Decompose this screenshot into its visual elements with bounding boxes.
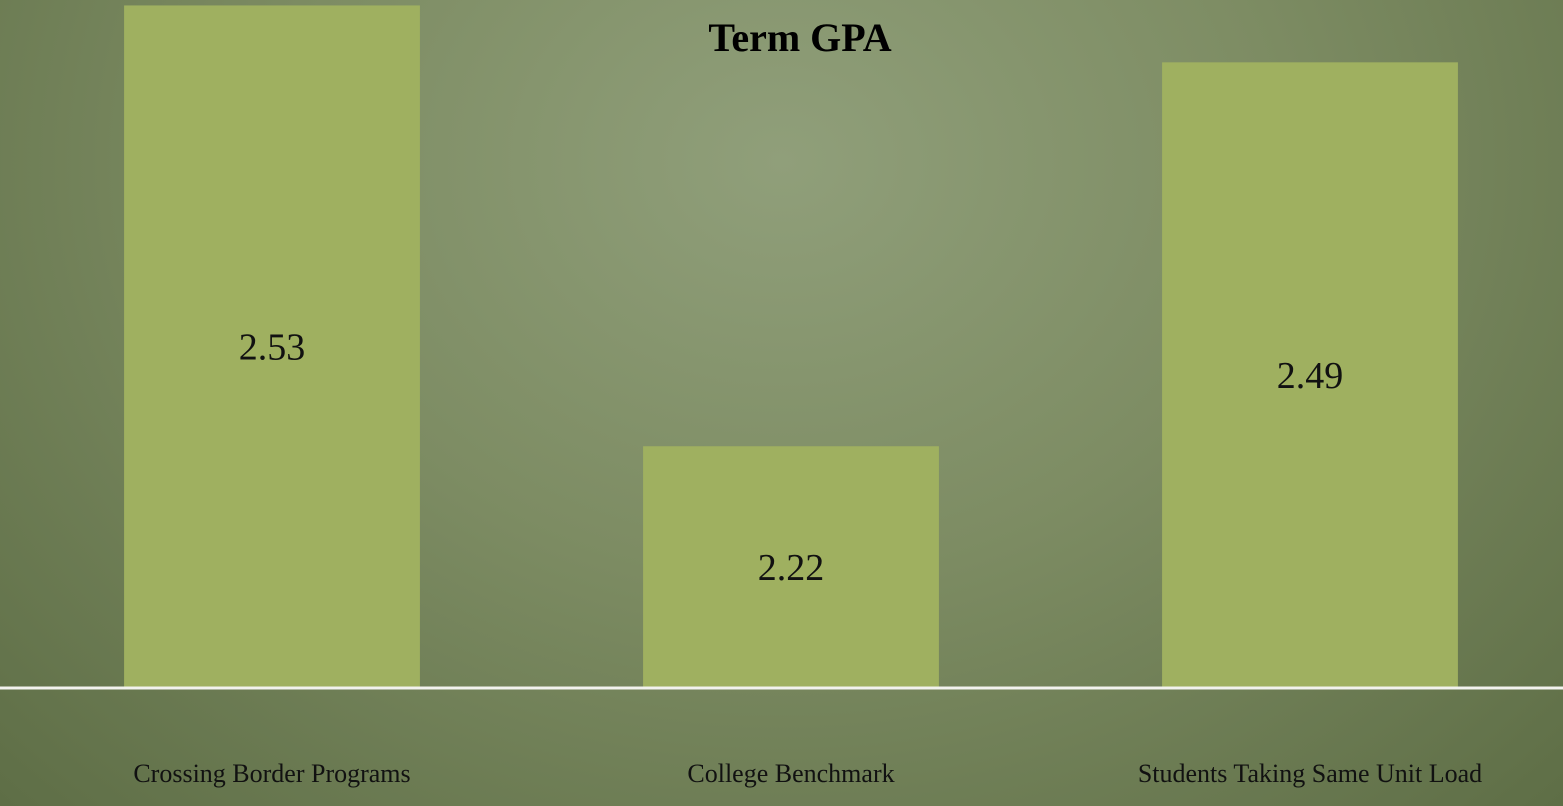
data-label: 2.53 — [239, 326, 306, 368]
data-label: 2.22 — [758, 547, 825, 589]
bar — [643, 446, 939, 688]
chart-title: Term GPA — [708, 15, 891, 60]
x-tick-label: College Benchmark — [687, 759, 895, 788]
x-tick-label: Students Taking Same Unit Load — [1137, 759, 1483, 788]
x-tick-label: Crossing Border Programs — [133, 759, 411, 788]
bar — [124, 5, 420, 688]
data-label: 2.49 — [1277, 355, 1344, 397]
bar — [1162, 62, 1458, 688]
